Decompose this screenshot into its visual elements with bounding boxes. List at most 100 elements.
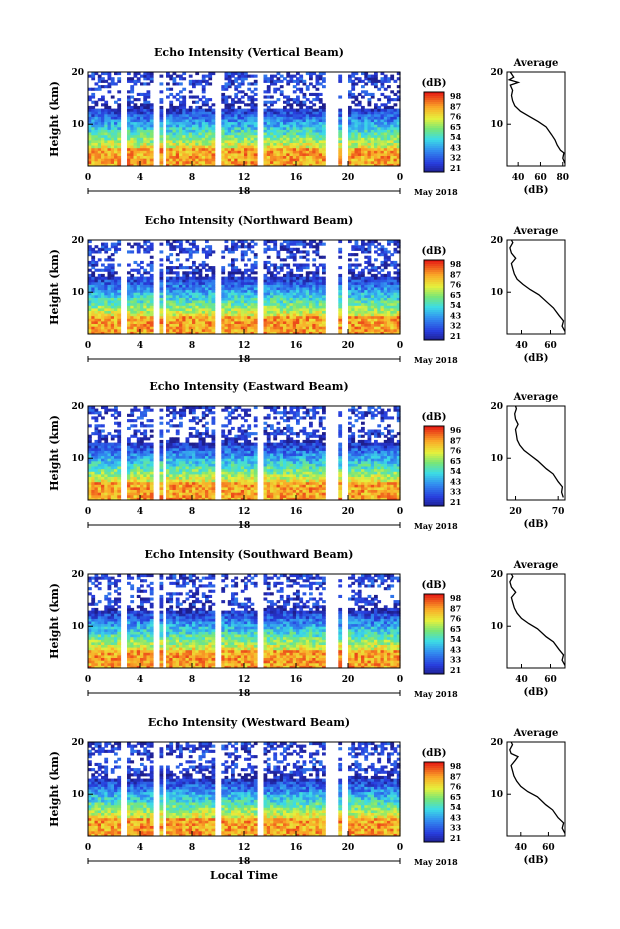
heatmap-cell: [169, 158, 174, 162]
heatmap-cell: [292, 253, 297, 257]
heatmap-cell: [127, 124, 131, 128]
heatmap-cell: [169, 279, 174, 283]
heatmap-cell: [338, 284, 343, 288]
heatmap-cell: [396, 268, 401, 272]
heatmap-cell: [234, 281, 239, 285]
heatmap-cell: [97, 289, 102, 293]
heatmap-cell: [292, 158, 297, 162]
heatmap-cell: [247, 121, 252, 125]
heatmap-cell: [315, 247, 320, 251]
heatmap-cell: [253, 150, 258, 154]
heatmap-cell: [227, 111, 232, 115]
heatmap-cell: [101, 137, 105, 141]
heatmap-cell: [302, 323, 307, 327]
heatmap-cell: [107, 145, 112, 149]
heatmap-cell: [91, 113, 96, 117]
heatmap-cell: [390, 307, 395, 311]
heatmap-cell: [143, 247, 148, 251]
heatmap-cell: [292, 300, 297, 304]
heatmap-cell: [201, 150, 206, 154]
heatmap-cell: [136, 72, 141, 76]
heatmap-cell: [286, 281, 291, 285]
heatmap-cell: [240, 273, 245, 277]
heatmap-cell: [198, 98, 203, 102]
heatmap-cell: [322, 326, 326, 330]
heatmap-cell: [338, 279, 343, 283]
heatmap-cell: [104, 258, 109, 262]
heatmap-cell: [208, 281, 213, 285]
heatmap-cell: [393, 126, 398, 130]
heatmap-cell: [114, 152, 118, 156]
heatmap-cell: [195, 79, 200, 83]
heatmap-cell: [263, 121, 268, 125]
heatmap-cell: [377, 331, 382, 335]
heatmap-cell: [364, 113, 369, 117]
heatmap-cell: [367, 294, 372, 298]
heatmap-cell: [146, 326, 151, 330]
heatmap-cell: [309, 292, 313, 296]
heatmap-cell: [302, 250, 307, 254]
heatmap-cell: [175, 126, 180, 130]
heatmap-cell: [309, 307, 313, 311]
heatmap-cell: [237, 289, 242, 293]
heatmap-cell: [370, 276, 375, 280]
heatmap-cell: [88, 129, 92, 133]
heatmap-cell: [208, 77, 213, 81]
heatmap-cell: [318, 331, 323, 335]
heatmap-cell: [370, 284, 375, 288]
heatmap-cell: [133, 145, 138, 149]
average-x-tick-label: 60: [534, 173, 547, 183]
heatmap-cell: [302, 266, 307, 270]
heatmap-cell: [361, 145, 365, 149]
heatmap-cell: [393, 79, 398, 83]
heatmap-cell: [390, 134, 395, 138]
heatmap-cell: [244, 147, 248, 151]
x-tick-label: 0: [85, 341, 91, 351]
heatmap-cell: [279, 119, 284, 123]
heatmap-cell: [169, 134, 174, 138]
heatmap-cell: [312, 289, 317, 293]
heatmap-cell: [292, 126, 297, 130]
heatmap-cell: [88, 113, 92, 117]
heatmap-cell: [192, 108, 196, 112]
heatmap-cell: [276, 318, 281, 322]
heatmap-cell: [127, 126, 131, 130]
heatmap-cell: [250, 240, 255, 244]
heatmap-cell: [247, 328, 252, 332]
average-x-label: (dB): [524, 185, 549, 196]
heatmap-cell: [253, 142, 258, 146]
heatmap-cell: [159, 271, 164, 275]
heatmap-cell: [94, 426, 99, 430]
heatmap-cell: [351, 289, 356, 293]
heatmap-cell: [110, 152, 115, 156]
heatmap-cell: [104, 142, 109, 146]
heatmap-cell: [182, 145, 187, 149]
heatmap-cell: [296, 305, 300, 309]
heatmap-cell: [208, 247, 213, 251]
heatmap-cell: [240, 287, 245, 291]
heatmap-cell: [250, 124, 255, 128]
heatmap-cell: [166, 137, 170, 141]
heatmap-cell: [166, 129, 170, 133]
chart-title: Echo Intensity (Eastward Beam): [149, 380, 348, 393]
heatmap-cell: [114, 326, 118, 330]
chart-panel: Echo Intensity (Eastward Beam)2010Height…: [48, 380, 566, 531]
heatmap-cell: [149, 134, 154, 138]
heatmap-cell: [117, 263, 122, 267]
heatmap-cell: [383, 263, 388, 267]
heatmap-cell: [299, 79, 304, 83]
heatmap-cell: [136, 242, 141, 246]
heatmap-cell: [361, 305, 365, 309]
heatmap-cell: [175, 331, 180, 335]
heatmap-cell: [101, 486, 105, 490]
heatmap-cell: [263, 137, 268, 141]
heatmap-cell: [234, 328, 239, 332]
heatmap-cell: [97, 134, 102, 138]
heatmap-cell: [143, 108, 148, 112]
heatmap-cell: [309, 320, 313, 324]
heatmap-cell: [169, 310, 174, 314]
heatmap-cell: [140, 305, 144, 309]
heatmap-cell: [221, 292, 226, 296]
heatmap-cell: [279, 320, 284, 324]
heatmap-cell: [198, 134, 203, 138]
